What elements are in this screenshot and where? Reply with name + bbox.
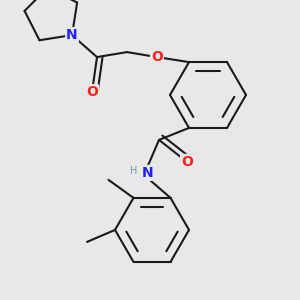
Text: N: N bbox=[66, 28, 78, 42]
Text: N: N bbox=[142, 166, 154, 180]
Text: O: O bbox=[86, 85, 98, 99]
Text: O: O bbox=[181, 155, 193, 169]
Text: O: O bbox=[151, 50, 163, 64]
Text: H: H bbox=[130, 166, 138, 176]
